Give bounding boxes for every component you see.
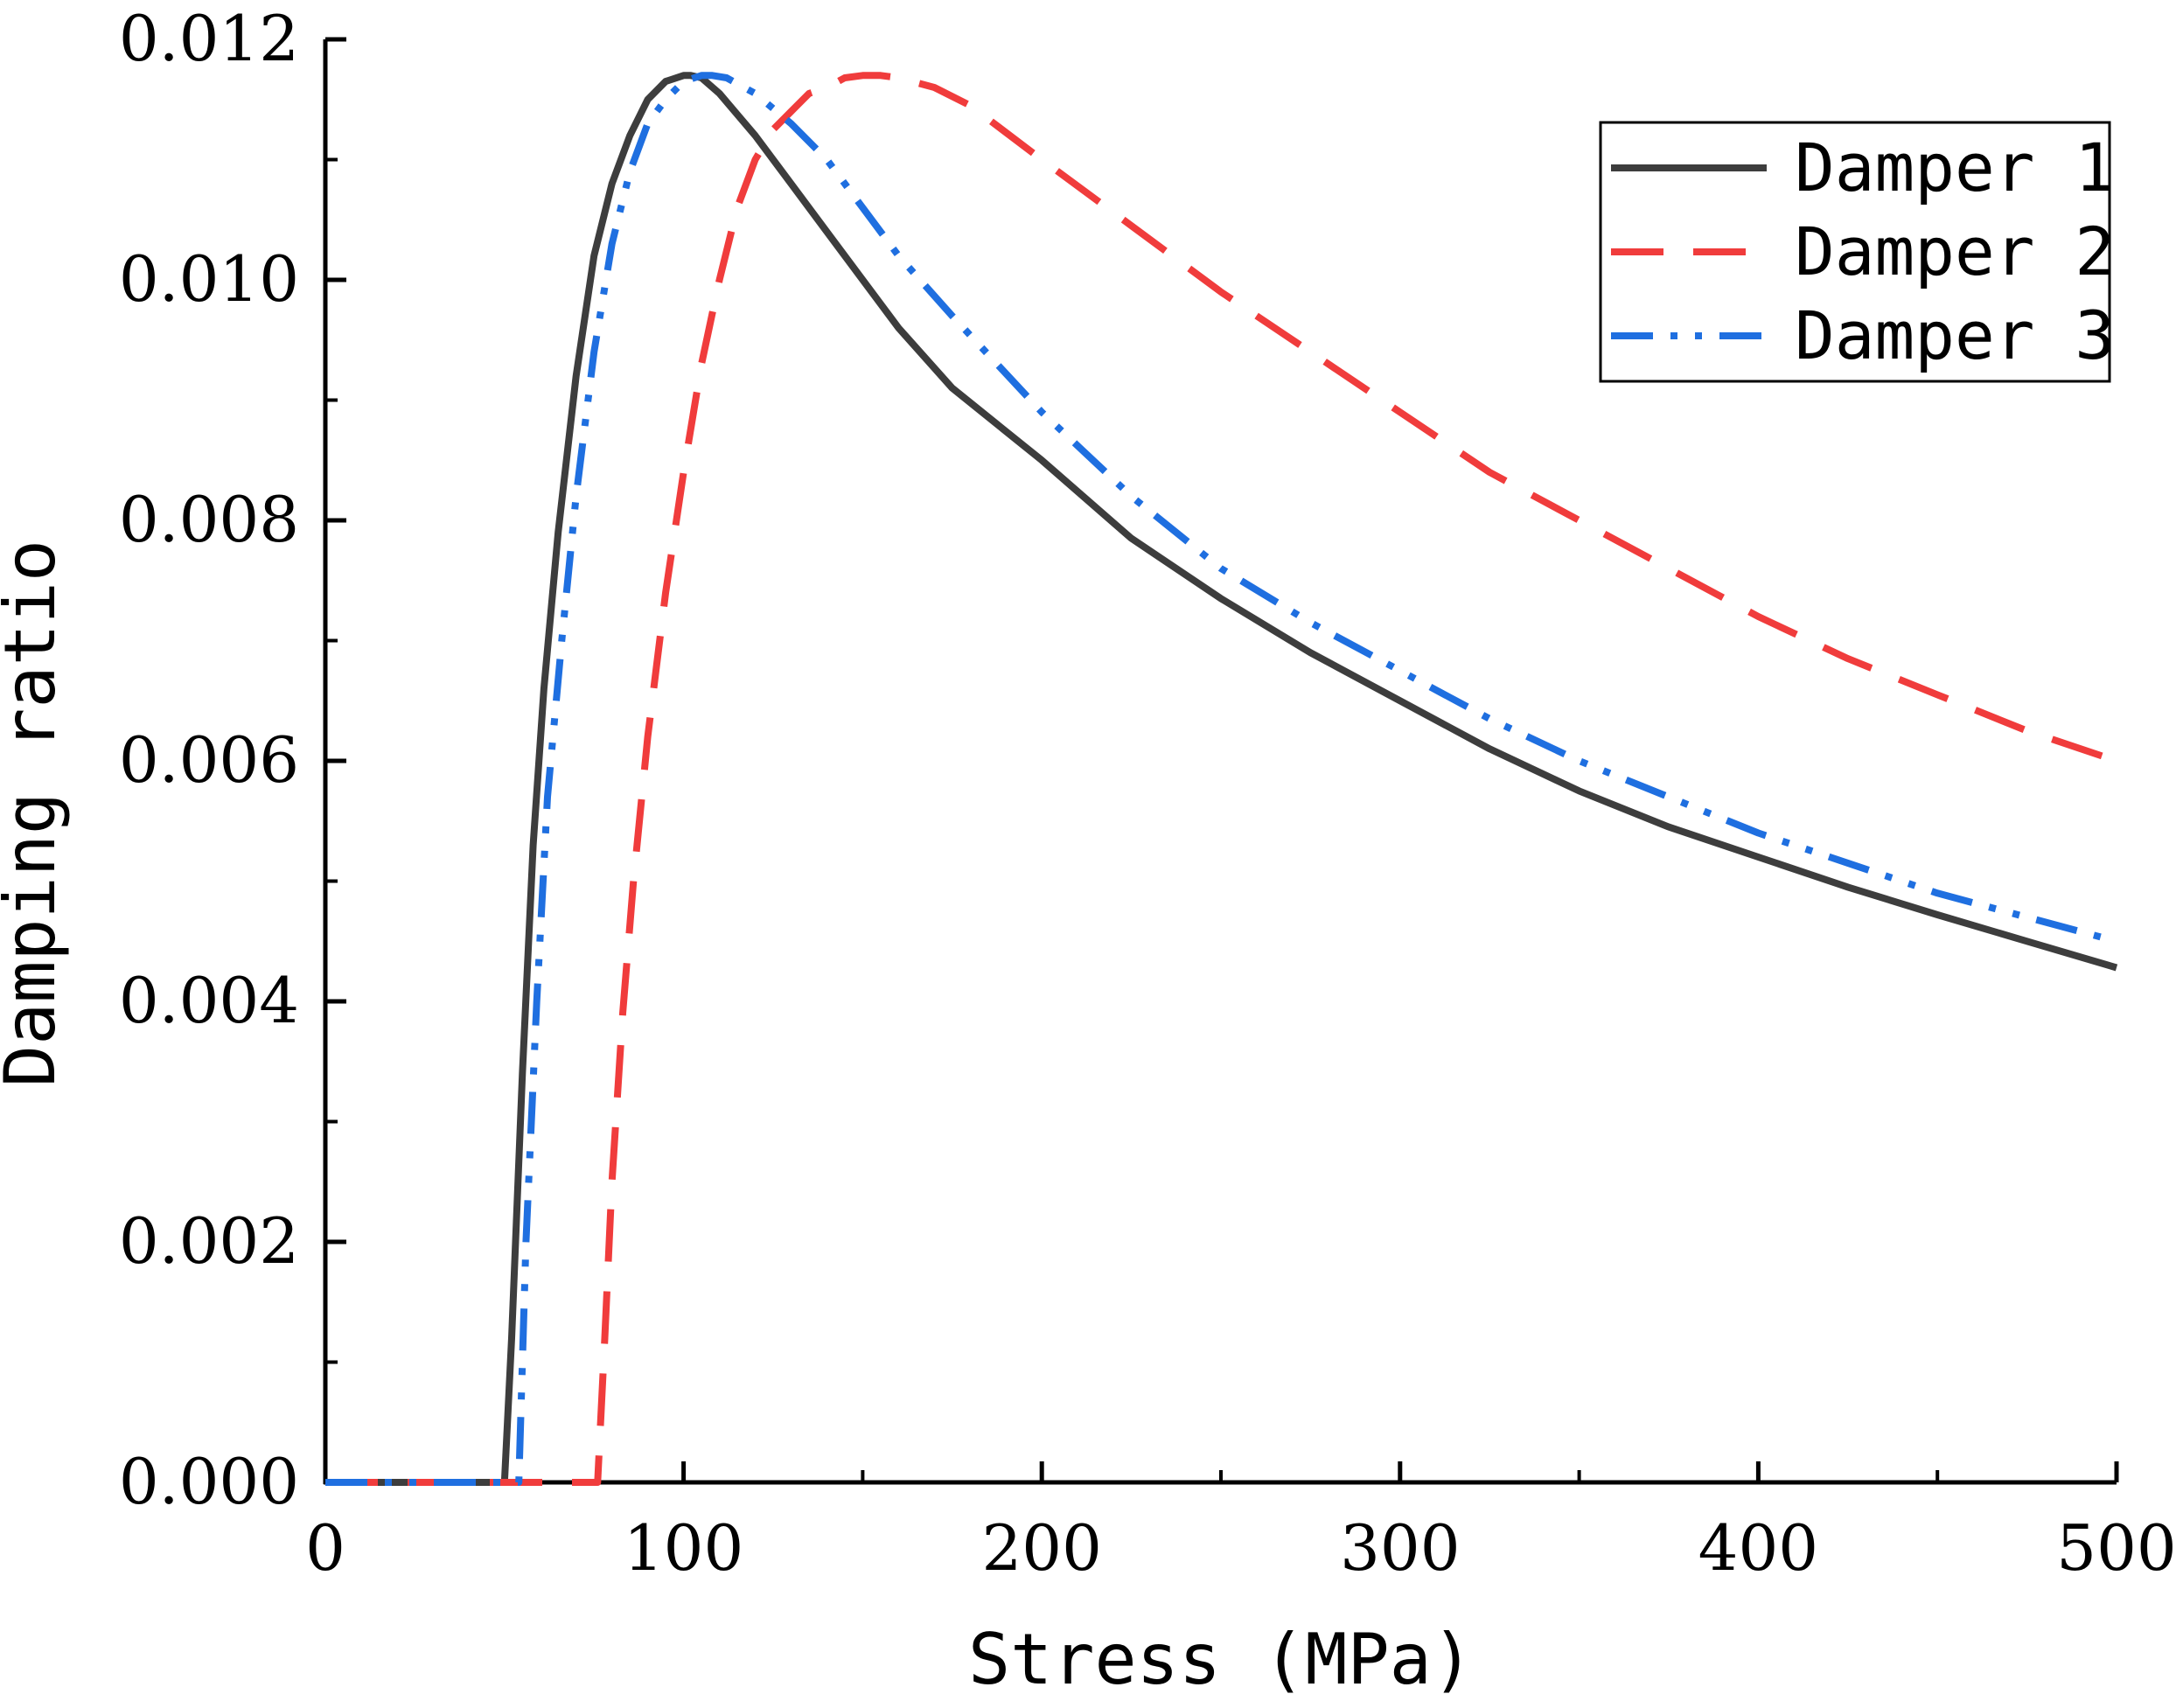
series-line-damper-2 (325, 72, 2118, 1486)
y-tick-label: 0.008 (119, 483, 299, 556)
y-tick-label: 0.002 (119, 1204, 299, 1278)
x-tick-label: 300 (1340, 1511, 1460, 1585)
x-tick-label: 100 (624, 1511, 743, 1585)
y-tick-label: 0.010 (119, 242, 299, 316)
x-axis-title: Stress (MPa) (968, 1619, 1474, 1700)
legend-label: Damper 2 (1795, 213, 2115, 290)
x-tick-label: 500 (2056, 1511, 2176, 1585)
y-tick-label: 0.012 (119, 2, 299, 75)
x-tick-label: 0 (305, 1511, 345, 1585)
y-tick-label: 0.004 (119, 964, 299, 1037)
axes-layer: 0.000 0.002 0.004 0.006 0.008 0.010 0.012 0 100 2… (119, 2, 2176, 1585)
legend-label: Damper 3 (1795, 296, 2115, 374)
series-layer (325, 72, 2118, 1486)
series-line-damper-1 (325, 72, 2118, 1486)
x-tick-label: 200 (981, 1511, 1101, 1585)
y-axis-title: Damping ratio (0, 540, 71, 1087)
series-line-damper-3 (325, 72, 2118, 1486)
y-tick-label: 0.000 (119, 1445, 299, 1518)
y-tick-label: 0.006 (119, 723, 299, 797)
x-tick-label: 400 (1698, 1511, 1818, 1585)
legend-label: Damper 1 (1795, 129, 2115, 206)
